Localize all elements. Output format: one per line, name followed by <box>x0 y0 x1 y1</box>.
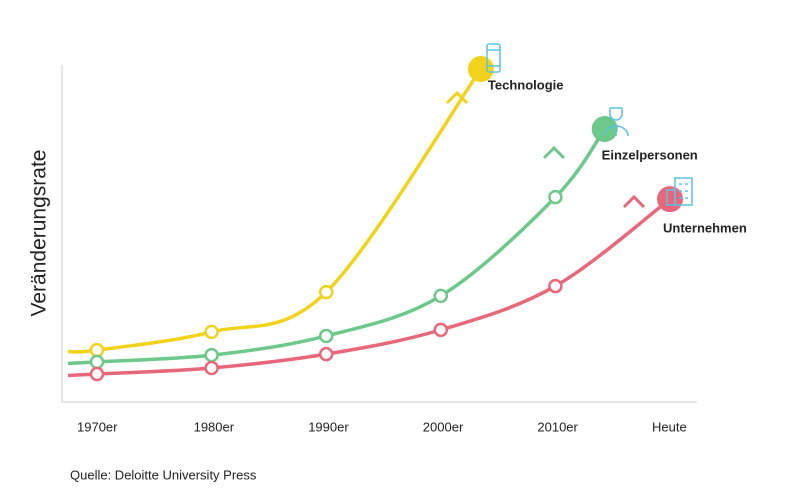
point-marker <box>204 360 219 376</box>
point-marker <box>89 366 105 382</box>
x-tick-label: 2010er <box>537 419 578 434</box>
person-icon <box>603 107 629 137</box>
x-tick-label: Heute <box>652 419 687 434</box>
point-marker <box>433 288 449 304</box>
x-tick-label: 2000er <box>423 419 464 434</box>
chevrons <box>445 90 646 209</box>
point-marker <box>89 342 105 358</box>
y-axis-label: Veränderungsrate <box>28 150 51 317</box>
end-dot <box>591 116 618 143</box>
point-marker <box>318 284 334 300</box>
point-marker <box>548 189 563 205</box>
point-marker <box>204 347 219 363</box>
series-label: Technologie <box>488 77 564 92</box>
phone-icon <box>486 43 501 73</box>
building-icon <box>666 177 693 206</box>
point-marker <box>204 324 219 340</box>
series-line <box>67 197 672 378</box>
series-label: Unternehmen <box>663 221 747 236</box>
icons <box>486 43 693 206</box>
x-tick-label: 1970er <box>77 419 118 434</box>
series-line <box>67 68 483 354</box>
point-marker <box>318 346 334 362</box>
source: Quelle: Deloitte University Press <box>70 467 257 482</box>
point-marker <box>89 354 105 370</box>
point-marker <box>318 328 334 344</box>
series-line <box>67 128 607 366</box>
series-label: Einzelpersonen <box>602 147 698 162</box>
point-marker <box>433 322 449 338</box>
point-marker <box>548 278 563 294</box>
x-tick-label: 1980er <box>194 419 235 434</box>
x-tick-label: 1990er <box>308 419 349 434</box>
